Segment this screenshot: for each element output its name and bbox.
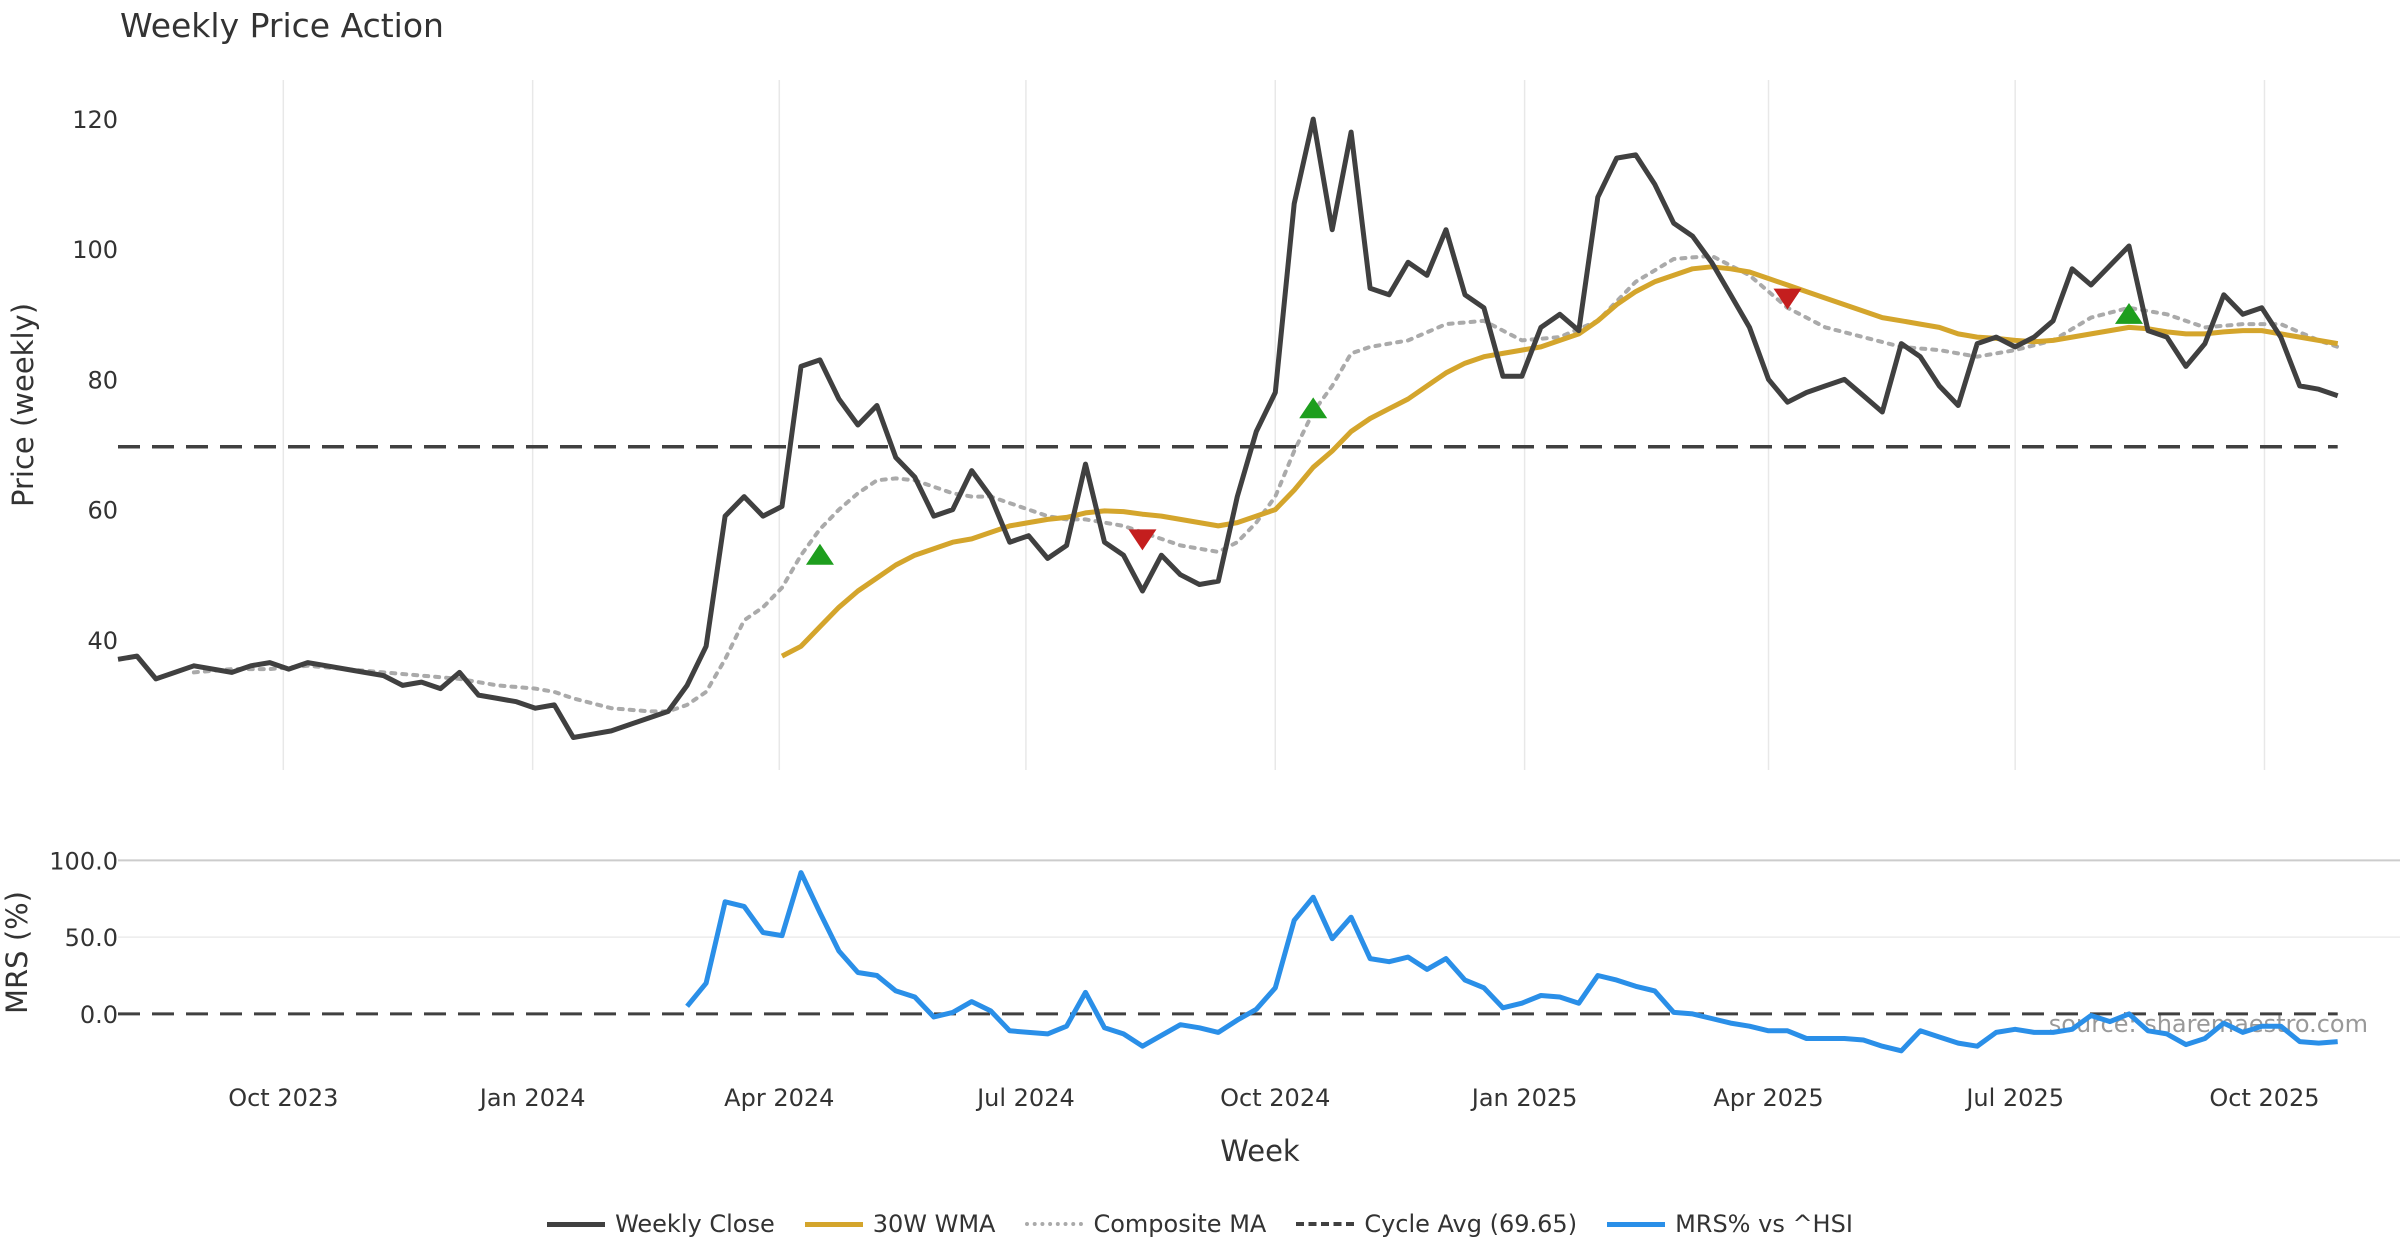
series-line-composite-ma (191, 253, 2340, 714)
legend-item-30w-wma: 30W WMA (804, 1210, 996, 1238)
mrs-y-tick-label: 50.0 (65, 924, 118, 952)
series-line-mrs-vs-hsi (685, 870, 2338, 1054)
legend-item-weekly-close: Weekly Close (547, 1210, 775, 1238)
chart-title: Weekly Price Action (120, 6, 444, 45)
price-y-tick-label: 100 (72, 236, 118, 264)
x-tick-label: Jan 2024 (478, 1084, 586, 1112)
legend: Weekly Close 30W WMA Composite MA Cycle … (0, 1210, 2400, 1238)
mrs-y-tick-label: 0.0 (80, 1001, 118, 1029)
x-tick-label: Apr 2024 (724, 1084, 834, 1112)
sell-signal-marker (1128, 529, 1157, 551)
price-y-tick-label: 120 (72, 106, 118, 134)
price-y-tick-label: 80 (87, 366, 118, 394)
legend-swatch-mrs (1607, 1221, 1666, 1227)
legend-label-mrs: MRS% vs ^HSI (1675, 1210, 1853, 1238)
x-tick-label: Jan 2025 (1470, 1084, 1578, 1112)
legend-label-cycle-avg: Cycle Avg (69.65) (1364, 1210, 1578, 1238)
buy-signal-marker (2114, 302, 2143, 324)
x-tick-label: Apr 2025 (1713, 1084, 1823, 1112)
x-axis-label: Week (1220, 1134, 1300, 1168)
x-tick-label: Jul 2024 (975, 1084, 1075, 1112)
series-line-weekly-close (117, 116, 2339, 740)
legend-swatch-cycle-avg (1296, 1222, 1355, 1226)
price-y-axis-label: Price (weekly) (6, 303, 40, 507)
legend-swatch-weekly-close (547, 1221, 606, 1227)
buy-signal-marker (805, 543, 834, 565)
price-y-tick-label: 40 (87, 627, 118, 655)
legend-label-composite-ma: Composite MA (1093, 1210, 1267, 1238)
legend-label-weekly-close: Weekly Close (615, 1210, 775, 1238)
mrs-y-axis-label: MRS (%) (0, 891, 34, 1014)
legend-swatch-composite-ma (1025, 1222, 1084, 1226)
chart-canvas: 40 60 80 100 120 Price (weekly) 100.0 50.0 0.0 M… (0, 80, 2400, 1168)
price-panel: 40 60 80 100 120 Price (weekly) (6, 80, 2340, 770)
series-line-30w-wma (780, 264, 2339, 659)
legend-swatch-30w-wma (804, 1221, 863, 1227)
legend-item-composite-ma: Composite MA (1025, 1210, 1266, 1238)
mrs-y-tick-label: 100.0 (49, 847, 118, 875)
sell-signal-marker (1773, 288, 1802, 310)
price-y-tick-label: 60 (87, 497, 118, 525)
buy-signal-marker (1299, 397, 1328, 419)
x-tick-label: Jul 2025 (1964, 1084, 2064, 1112)
x-tick-label: Oct 2023 (228, 1084, 338, 1112)
legend-label-30w-wma: 30W WMA (872, 1210, 996, 1238)
x-tick-label: Oct 2024 (1220, 1084, 1330, 1112)
x-tick-label: Oct 2025 (2209, 1084, 2319, 1112)
legend-item-mrs: MRS% vs ^HSI (1607, 1210, 1853, 1238)
legend-item-cycle-avg: Cycle Avg (69.65) (1296, 1210, 1577, 1238)
